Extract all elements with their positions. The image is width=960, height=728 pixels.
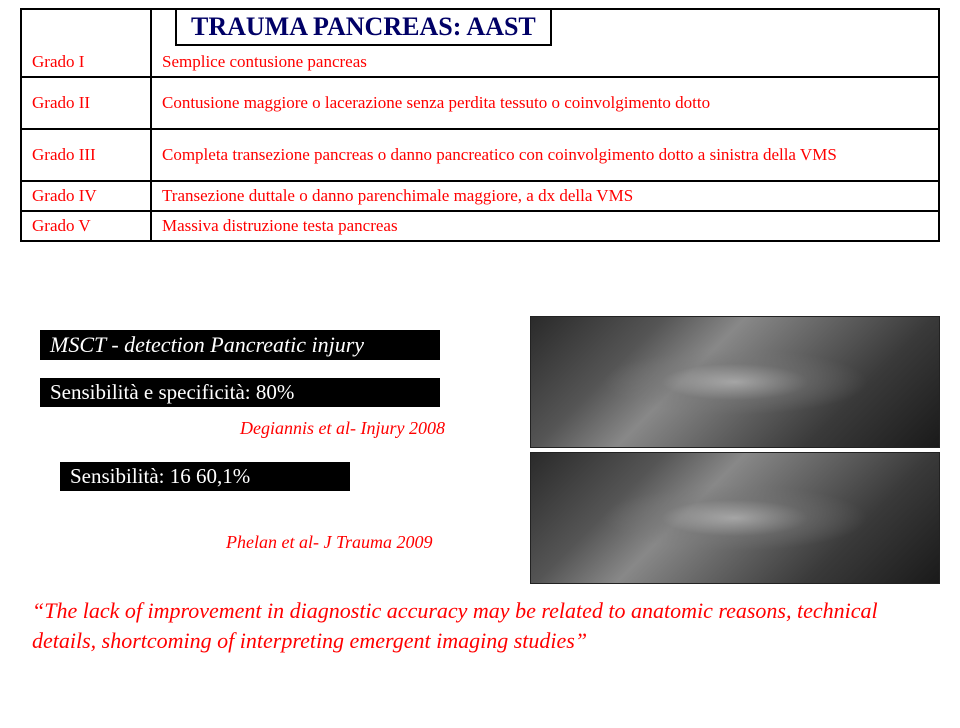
sensitivity-specificity: Sensibilità e specificità: 80% (40, 378, 440, 407)
sensitivity-range: Sensibilità: 16 60,1% (60, 462, 350, 491)
table-row: Grado III Completa transezione pancreas … (21, 129, 939, 181)
msct-heading: MSCT - detection Pancreatic injury (40, 330, 440, 360)
citation-degiannis: Degiannis et al- Injury 2008 (240, 418, 445, 439)
grade-desc: Completa transezione pancreas o danno pa… (151, 129, 939, 181)
grade-label: Grado II (21, 77, 151, 129)
ct-scan-image-upper (530, 316, 940, 448)
grade-label: Grado V (21, 211, 151, 241)
quote-block: “The lack of improvement in diagnostic a… (32, 596, 912, 655)
page-title: TRAUMA PANCREAS: AAST (175, 8, 552, 46)
grade-label: Grado III (21, 129, 151, 181)
table-row: Grado IV Transezione duttale o danno par… (21, 181, 939, 211)
grade-desc: Transezione duttale o danno parenchimale… (151, 181, 939, 211)
table-row: Grado II Contusione maggiore o lacerazio… (21, 77, 939, 129)
grade-desc: Contusione maggiore o lacerazione senza … (151, 77, 939, 129)
table-row: Grado V Massiva distruzione testa pancre… (21, 211, 939, 241)
grade-label: Grado IV (21, 181, 151, 211)
ct-scan-image-lower (530, 452, 940, 584)
grade-label: Grado I (21, 9, 151, 77)
grade-desc: Massiva distruzione testa pancreas (151, 211, 939, 241)
citation-phelan: Phelan et al- J Trauma 2009 (226, 532, 432, 553)
